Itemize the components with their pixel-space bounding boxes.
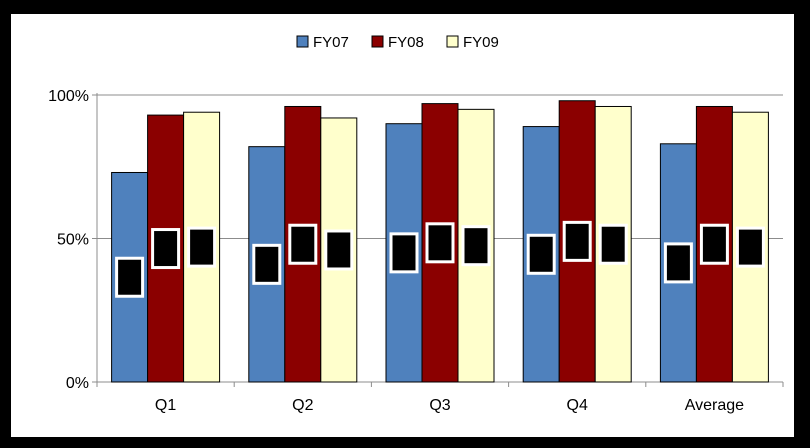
legend-swatch-fy09 bbox=[446, 35, 459, 48]
data-label-redaction-box bbox=[151, 228, 181, 270]
y-tick-label: 50% bbox=[57, 232, 89, 249]
data-label-redaction-box bbox=[187, 226, 217, 268]
x-tick-label: Average bbox=[685, 397, 744, 414]
data-label-redaction-box bbox=[735, 226, 765, 268]
data-label-redaction-box bbox=[252, 243, 282, 285]
data-label-redaction-box bbox=[389, 232, 419, 274]
legend-swatch-fy08 bbox=[371, 35, 384, 48]
data-label-redaction-box bbox=[425, 222, 455, 264]
data-label-redaction-box bbox=[526, 233, 556, 275]
data-label-redaction-box bbox=[461, 225, 491, 267]
data-label-redaction-box bbox=[699, 223, 729, 265]
y-tick-label: 100% bbox=[48, 88, 89, 105]
x-tick-label: Q4 bbox=[567, 397, 588, 414]
data-label-redaction-box bbox=[562, 220, 592, 262]
legend-label-fy09: FY09 bbox=[463, 34, 499, 51]
x-tick-label: Q3 bbox=[429, 397, 450, 414]
x-tick-label: Q2 bbox=[292, 397, 313, 414]
legend-swatch-fy07 bbox=[296, 35, 309, 48]
data-label-redaction-box bbox=[115, 256, 145, 298]
chart-frame: 0% 50% 100% Q1 Q2 Q3 Q4 Average FY07 FY08 FY09 bbox=[10, 13, 795, 438]
data-label-redaction-box bbox=[288, 223, 318, 265]
y-tick-label: 0% bbox=[66, 375, 89, 392]
data-label-redaction-box bbox=[663, 242, 693, 284]
x-tick-label: Q1 bbox=[155, 397, 176, 414]
data-label-redaction-box bbox=[324, 229, 354, 271]
legend-label-fy08: FY08 bbox=[388, 34, 424, 51]
data-label-redaction-box bbox=[598, 223, 628, 265]
bar-chart: 0% 50% 100% Q1 Q2 Q3 Q4 Average FY07 FY08 FY09 bbox=[48, 34, 784, 414]
legend-label-fy07: FY07 bbox=[313, 34, 349, 51]
